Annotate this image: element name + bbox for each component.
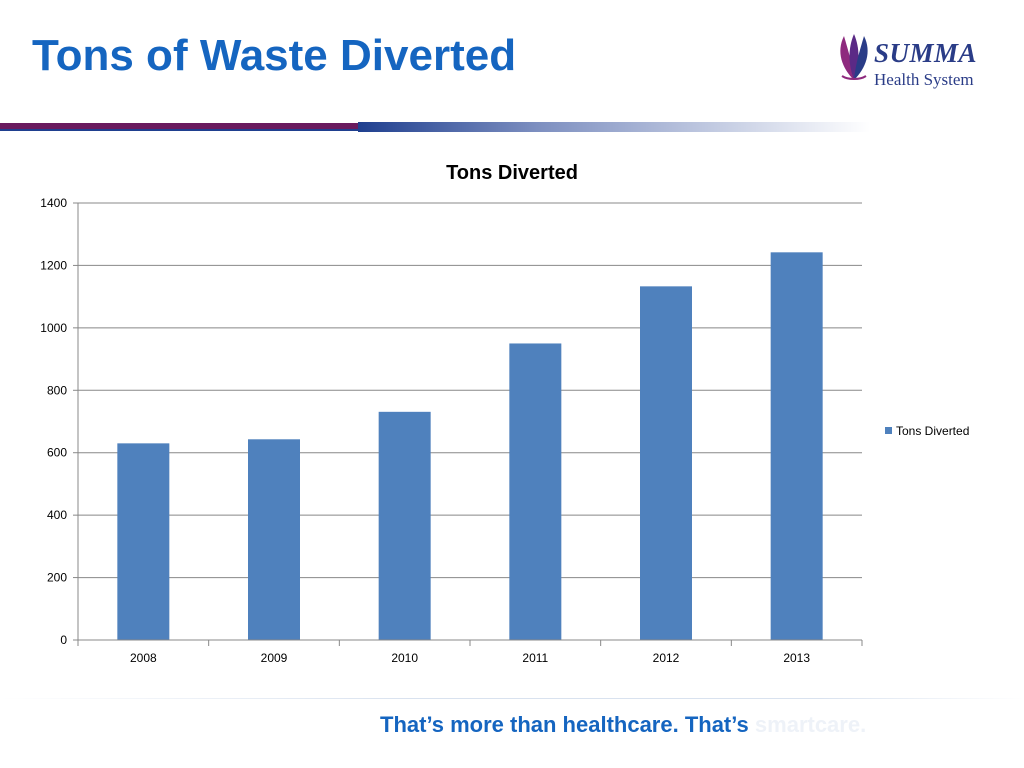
logo-name: SUMMA: [874, 38, 978, 68]
tagline-main: That’s more than healthcare. That’s: [380, 712, 755, 737]
logo-subtitle: Health System: [874, 70, 974, 89]
x-tick-label: 2012: [653, 651, 680, 665]
bar-2013: [770, 252, 823, 640]
tagline-accent: smartcare.: [754, 712, 867, 737]
footer-tagline: That’s more than healthcare. That’s smar…: [380, 712, 866, 738]
header-divider: [0, 122, 870, 132]
legend-swatch: [885, 427, 892, 434]
bar-2010: [378, 411, 431, 640]
x-tick-label: 2008: [130, 651, 157, 665]
x-tick-label: 2009: [261, 651, 288, 665]
legend-label: Tons Diverted: [896, 424, 969, 438]
y-tick-label: 0: [60, 633, 67, 647]
bar-2009: [248, 439, 300, 640]
bar-2012: [640, 286, 692, 640]
page-title: Tons of Waste Diverted: [32, 31, 517, 80]
bar-2008: [117, 443, 170, 640]
bar-chart: Tons Diverted 0 200 400 600 800 1000 1200 1400 2…: [40, 162, 969, 665]
footer-divider: [0, 698, 1024, 699]
gridlines: [78, 202, 862, 641]
x-tick-label: 2011: [522, 651, 548, 665]
chart-title: Tons Diverted: [446, 162, 578, 184]
y-tick-label: 400: [47, 508, 67, 522]
legend: Tons Diverted: [885, 424, 969, 438]
y-tick-label: 600: [47, 446, 67, 460]
y-tick-label: 1200: [40, 258, 67, 272]
y-tick-label: 800: [47, 383, 67, 397]
bar-2011: [509, 343, 562, 640]
y-tick-label: 1400: [40, 196, 67, 210]
y-tick-label: 1000: [40, 321, 67, 335]
y-tick-label: 200: [47, 571, 67, 585]
summa-logo: SUMMA Health System: [834, 32, 994, 96]
bars: [117, 252, 823, 640]
summa-leaf-logo-icon: [840, 34, 868, 80]
x-tick-label: 2010: [391, 651, 418, 665]
x-tick-label: 2013: [783, 651, 810, 665]
axes: 0 200 400 600 800 1000 1200 1400 2008 2009 2010 201…: [40, 196, 863, 665]
